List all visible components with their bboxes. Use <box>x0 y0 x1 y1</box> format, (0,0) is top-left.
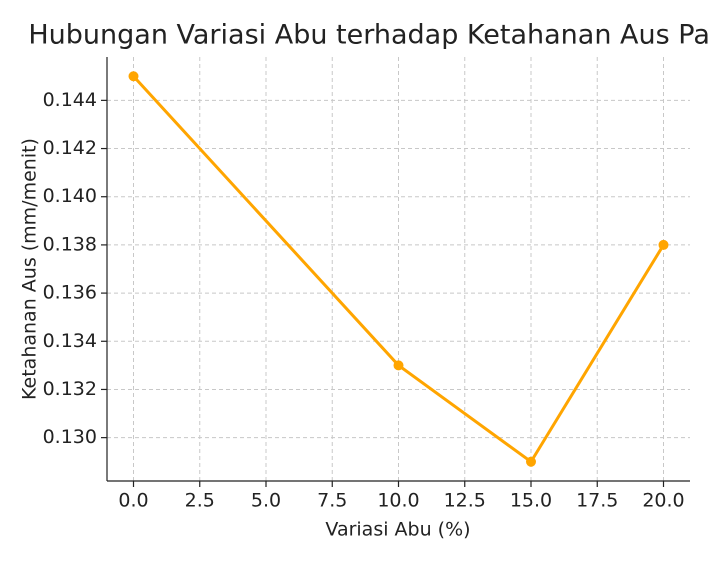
y-tick-label: 0.144 <box>43 89 97 111</box>
y-tick-label: 0.140 <box>43 185 97 207</box>
point <box>526 456 536 467</box>
y-tick-label: 0.136 <box>43 282 97 304</box>
x-tick-label: 10.0 <box>377 490 419 512</box>
x-tick-label: 5.0 <box>251 490 281 512</box>
x-tick-label: 12.5 <box>444 490 486 512</box>
chart-title: Hubungan Variasi Abu terhadap Ketahanan … <box>28 20 709 51</box>
line <box>132 75 665 464</box>
point <box>658 239 669 250</box>
x-tick-label: 15.0 <box>510 490 552 512</box>
x-tick-label: 20.0 <box>642 490 684 512</box>
y-tick-label: 0.132 <box>43 378 97 400</box>
x-tick-label: 7.5 <box>317 490 347 512</box>
x-tick-label: 2.5 <box>185 490 215 512</box>
x-axis-label: Variasi Abu (%) <box>325 519 470 541</box>
point <box>128 71 139 82</box>
point <box>393 360 404 371</box>
y-tick-label: 0.138 <box>43 233 97 255</box>
x-tick-label: 0.0 <box>118 490 148 512</box>
x-tick-label: 17.5 <box>576 490 618 512</box>
y-tick-label: 0.130 <box>43 426 97 448</box>
y-tick-label: 0.142 <box>43 137 97 159</box>
y-axis-label: Ketahanan Aus (mm/menit) <box>19 138 41 400</box>
y-tick-label: 0.134 <box>43 330 97 352</box>
